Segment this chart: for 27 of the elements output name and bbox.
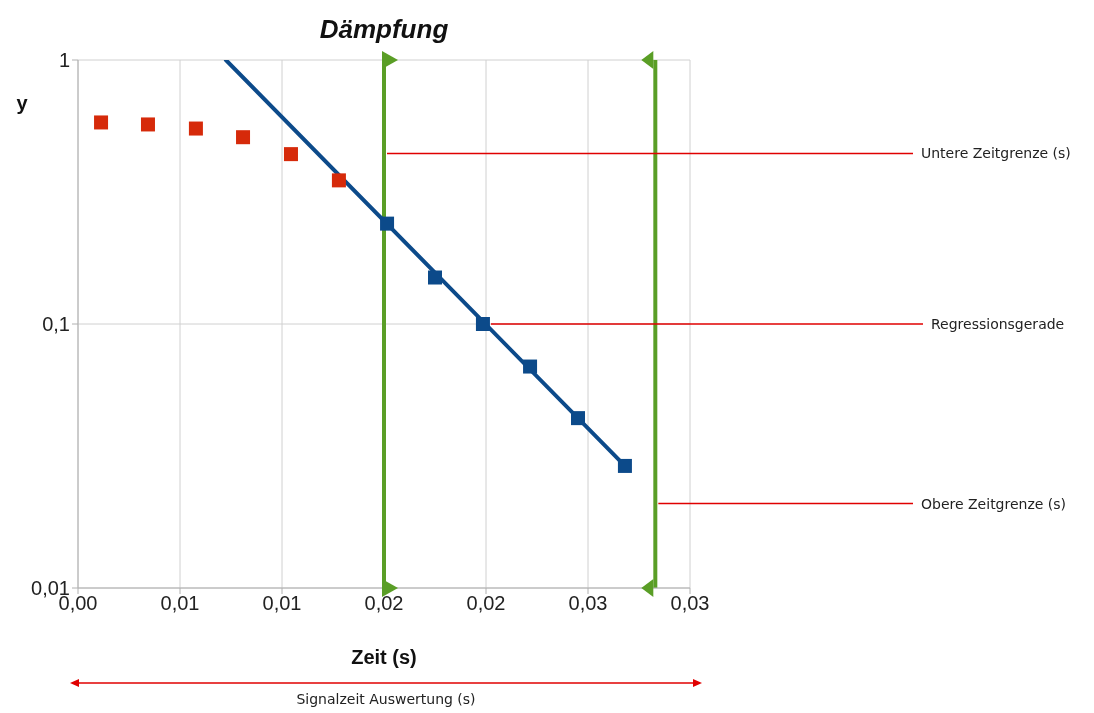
y-axis-title: y xyxy=(16,92,29,114)
y-tick-label: 1 xyxy=(58,49,70,72)
ref-line-label: Untere Zeitgrenze (s) xyxy=(921,145,1071,162)
point xyxy=(380,216,395,231)
point xyxy=(523,359,538,374)
point xyxy=(283,147,298,162)
point xyxy=(188,121,203,136)
x-axis-title: Zeit (s) xyxy=(351,646,417,669)
x-tick-label: 0,03 xyxy=(670,592,710,615)
point xyxy=(617,458,632,473)
x-tick-label: 0,01 xyxy=(262,592,302,615)
point xyxy=(475,317,490,331)
chart-title: Dämpfung xyxy=(319,14,449,44)
x-tick-label: 0,03 xyxy=(568,592,608,615)
point xyxy=(428,270,442,285)
point xyxy=(140,117,155,132)
y-tick-label: 0,1 xyxy=(42,313,70,336)
x-tick-label: 0,01 xyxy=(160,592,200,615)
point xyxy=(331,173,346,188)
point xyxy=(571,411,585,426)
point xyxy=(94,115,109,130)
point xyxy=(236,130,251,145)
x-tick-label: 0,02 xyxy=(364,592,404,615)
x-tick-label: 0,02 xyxy=(466,592,506,615)
text: Signalzeit Auswertung (s) xyxy=(296,691,476,707)
ref-line-label: Obere Zeitgrenze (s) xyxy=(921,495,1067,512)
annotation: Regressionsgerade xyxy=(931,316,1065,332)
